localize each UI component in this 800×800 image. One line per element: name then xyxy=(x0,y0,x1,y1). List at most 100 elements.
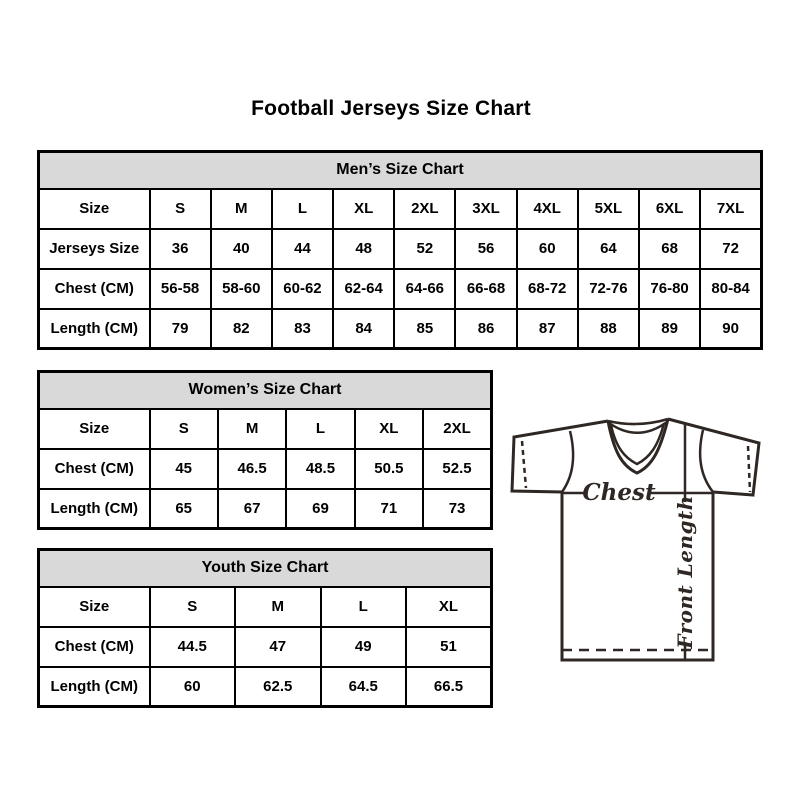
value-cell: M xyxy=(234,585,322,628)
value-cell: 60 xyxy=(148,665,236,708)
youth-size-table: Youth Size Chart Size S M L XL Chest (CM) 44.5 4… xyxy=(37,548,493,708)
value-cell: 2XL xyxy=(393,187,457,230)
value-cell: 82 xyxy=(209,307,273,350)
row-label-cell: Size xyxy=(37,187,151,230)
table-title-row: Men’s Size Chart xyxy=(37,150,763,190)
value-cell: 62.5 xyxy=(234,665,322,708)
row-label-cell: Jerseys Size xyxy=(37,227,151,270)
value-cell: 48 xyxy=(332,227,396,270)
table-row: Size S M L XL 2XL xyxy=(37,407,493,450)
value-cell: 7XL xyxy=(699,187,763,230)
row-label-cell: Size xyxy=(37,585,151,628)
jersey-outline xyxy=(510,417,761,662)
value-cell: 68-72 xyxy=(515,267,579,310)
value-cell: 83 xyxy=(270,307,335,350)
value-cell: 45 xyxy=(148,447,219,490)
collar-inner-v xyxy=(609,422,666,466)
right-cuff-stitch-line xyxy=(746,445,752,493)
value-cell: 50.5 xyxy=(353,447,425,490)
value-cell: 90 xyxy=(699,307,763,350)
row-label-cell: Chest (CM) xyxy=(37,267,151,310)
value-cell: 47 xyxy=(234,625,322,668)
value-cell: 66.5 xyxy=(405,665,493,708)
value-cell: 51 xyxy=(405,625,493,668)
collar-band-curve xyxy=(608,420,668,434)
value-cell: 56-58 xyxy=(148,267,212,310)
table-title: Men’s Size Chart xyxy=(37,150,763,190)
table-title: Youth Size Chart xyxy=(37,548,493,588)
value-cell: 2XL xyxy=(422,407,493,450)
value-cell: 76-80 xyxy=(637,267,702,310)
value-cell: 5XL xyxy=(576,187,641,230)
value-cell: L xyxy=(285,407,356,450)
value-cell: 60-62 xyxy=(270,267,335,310)
value-cell: L xyxy=(319,585,407,628)
value-cell: 56 xyxy=(454,227,518,270)
collar-outer-v xyxy=(606,418,670,475)
left-cuff-stitch-line xyxy=(520,440,528,489)
table-row: Size S M L XL xyxy=(37,585,493,628)
value-cell: 71 xyxy=(353,487,425,530)
value-cell: 89 xyxy=(637,307,702,350)
value-cell: 4XL xyxy=(515,187,579,230)
value-cell: 87 xyxy=(515,307,579,350)
value-cell: 79 xyxy=(148,307,212,350)
value-cell: S xyxy=(148,585,236,628)
value-cell: XL xyxy=(405,585,493,628)
value-cell: 64 xyxy=(576,227,641,270)
row-label-cell: Chest (CM) xyxy=(37,447,151,490)
value-cell: 85 xyxy=(393,307,457,350)
value-cell: 66-68 xyxy=(454,267,518,310)
value-cell: XL xyxy=(353,407,425,450)
value-cell: 80-84 xyxy=(699,267,763,310)
value-cell: 62-64 xyxy=(332,267,396,310)
row-label-cell: Length (CM) xyxy=(37,307,151,350)
table-title: Women’s Size Chart xyxy=(37,370,493,410)
womens-size-table: Women’s Size Chart Size S M L XL 2XL Chest (CM)… xyxy=(37,370,493,530)
value-cell: 68 xyxy=(637,227,702,270)
value-cell: 60 xyxy=(515,227,579,270)
value-cell: 86 xyxy=(454,307,518,350)
value-cell: 58-60 xyxy=(209,267,273,310)
value-cell: 36 xyxy=(148,227,212,270)
value-cell: 64.5 xyxy=(319,665,407,708)
chest-label: Chest xyxy=(582,479,656,506)
value-cell: 6XL xyxy=(637,187,702,230)
front-length-label: Front Length xyxy=(673,495,697,650)
table-row: Size S M L XL 2XL 3XL 4XL 5XL 6XL 7XL xyxy=(37,187,763,230)
value-cell: 84 xyxy=(332,307,396,350)
value-cell: S xyxy=(148,407,219,450)
table-row: Chest (CM) 45 46.5 48.5 50.5 52.5 xyxy=(37,447,493,490)
value-cell: 3XL xyxy=(454,187,518,230)
value-cell: 44 xyxy=(270,227,335,270)
row-label-cell: Size xyxy=(37,407,151,450)
table-title-row: Women’s Size Chart xyxy=(37,370,493,410)
mens-size-table: Men’s Size Chart Size S M L XL 2XL 3XL 4XL 5XL 6XL… xyxy=(37,150,763,350)
table-row: Length (CM) 60 62.5 64.5 66.5 xyxy=(37,665,493,708)
value-cell: 40 xyxy=(209,227,273,270)
value-cell: 72 xyxy=(699,227,763,270)
table-title-row: Youth Size Chart xyxy=(37,548,493,588)
value-cell: XL xyxy=(332,187,396,230)
value-cell: 48.5 xyxy=(285,447,356,490)
value-cell: M xyxy=(209,187,273,230)
row-label-cell: Length (CM) xyxy=(37,665,151,708)
value-cell: M xyxy=(216,407,288,450)
value-cell: 44.5 xyxy=(148,625,236,668)
value-cell: 46.5 xyxy=(216,447,288,490)
value-cell: 72-76 xyxy=(576,267,641,310)
value-cell: 64-66 xyxy=(393,267,457,310)
table-row: Chest (CM) 56-58 58-60 60-62 62-64 64-66 66-68… xyxy=(37,267,763,310)
table-row: Chest (CM) 44.5 47 49 51 xyxy=(37,625,493,668)
page-title: Football Jerseys Size Chart xyxy=(251,97,531,120)
table-row: Jerseys Size 36 40 44 48 52 56 60 64 68 72 xyxy=(37,227,763,270)
collar-top-curve xyxy=(607,417,669,426)
value-cell: 49 xyxy=(319,625,407,668)
value-cell: 52 xyxy=(393,227,457,270)
value-cell: 69 xyxy=(285,487,356,530)
value-cell: 73 xyxy=(422,487,493,530)
row-label-cell: Length (CM) xyxy=(37,487,151,530)
row-label-cell: Chest (CM) xyxy=(37,625,151,668)
value-cell: 65 xyxy=(148,487,219,530)
